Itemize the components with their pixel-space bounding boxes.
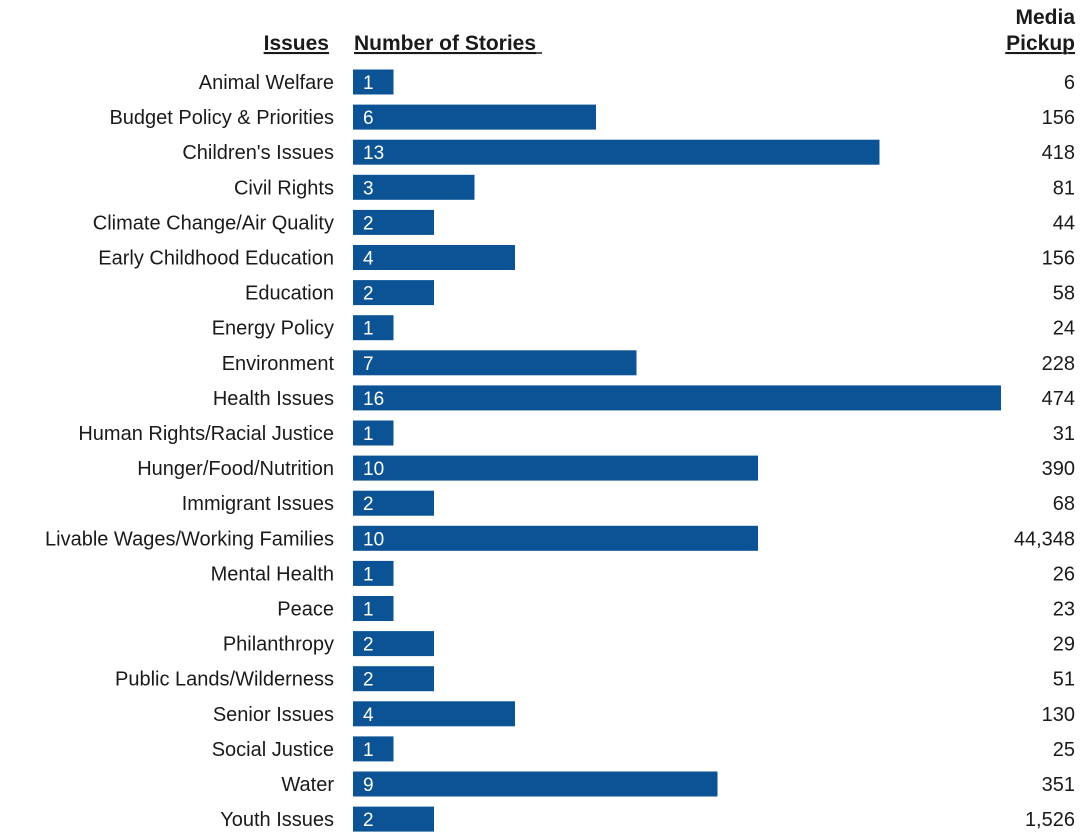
category-label: Youth Issues: [220, 809, 334, 831]
bar-value-label: 2: [363, 213, 374, 234]
category-label: Mental Health: [211, 563, 334, 585]
bar: [353, 490, 434, 516]
bar: [353, 420, 394, 446]
bar-value-label: 1: [363, 319, 374, 340]
category-label: Energy Policy: [212, 318, 334, 340]
media-pickup-value: 474: [1042, 388, 1075, 410]
bar: [353, 350, 637, 376]
bar-value-label: 2: [363, 284, 374, 305]
bar-value-label: 2: [363, 670, 374, 691]
media-pickup-value: 58: [1053, 283, 1075, 305]
category-label: Social Justice: [212, 739, 334, 761]
bar-value-label: 10: [363, 529, 384, 550]
category-label: Environment: [222, 353, 335, 375]
media-pickup-value: 156: [1042, 248, 1075, 270]
pickup-header-line2: Pickup: [1006, 32, 1075, 55]
category-label: Climate Change/Air Quality: [93, 212, 334, 234]
media-pickup-value: 29: [1053, 634, 1075, 656]
category-label: Children's Issues: [182, 142, 334, 164]
bar: [353, 280, 434, 306]
category-label: Livable Wages/Working Families: [45, 528, 334, 550]
bar-value-label: 4: [363, 705, 374, 726]
bar-value-label: 2: [363, 635, 374, 656]
bar: [353, 560, 394, 586]
bar: [353, 525, 758, 551]
media-pickup-value: 44: [1053, 212, 1075, 234]
media-pickup-value: 130: [1042, 704, 1075, 726]
bar-value-label: 6: [363, 108, 374, 129]
bar: [353, 771, 718, 797]
bar: [353, 104, 596, 130]
bar: [353, 139, 880, 165]
category-label: Public Lands/Wilderness: [115, 669, 334, 691]
stories-header: Number of Stories: [354, 32, 536, 55]
media-pickup-value: 1,526: [1025, 809, 1075, 831]
category-label: Hunger/Food/Nutrition: [137, 458, 334, 480]
pickup-header-line1: Media: [1015, 6, 1075, 29]
category-label: Early Childhood Education: [98, 248, 334, 270]
bar: [353, 596, 394, 621]
media-pickup-value: 31: [1053, 423, 1075, 445]
media-pickup-value: 351: [1042, 774, 1075, 796]
bar: [353, 385, 1001, 411]
category-label: Immigrant Issues: [182, 493, 334, 515]
media-pickup-value: 390: [1042, 458, 1075, 480]
category-label: Water: [281, 774, 334, 796]
media-pickup-value: 156: [1042, 107, 1075, 129]
media-pickup-value: 24: [1053, 318, 1075, 340]
category-label: Senior Issues: [213, 704, 334, 726]
bar: [353, 245, 515, 270]
bar-value-label: 10: [363, 459, 384, 480]
media-pickup-value: 25: [1053, 739, 1075, 761]
bar: [353, 631, 434, 657]
bar-value-label: 2: [363, 494, 374, 515]
bar-value-label: 4: [363, 249, 374, 270]
bar: [353, 701, 515, 727]
media-pickup-value: 418: [1042, 142, 1075, 164]
bar-value-label: 1: [363, 740, 374, 761]
category-label: Health Issues: [213, 388, 334, 410]
bar: [353, 315, 394, 341]
bar: [353, 209, 434, 235]
bar: [353, 806, 434, 832]
bar: [353, 69, 394, 95]
bar: [353, 455, 758, 481]
media-pickup-value: 68: [1053, 493, 1075, 515]
bar-value-label: 1: [363, 564, 374, 585]
media-pickup-value: 228: [1042, 353, 1075, 375]
bar: [353, 666, 434, 692]
media-pickup-value: 51: [1053, 669, 1075, 691]
bar-value-label: 1: [363, 424, 374, 445]
bar-value-label: 13: [363, 143, 384, 164]
bar-value-label: 9: [363, 775, 374, 796]
category-label: Philanthropy: [223, 634, 334, 656]
media-pickup-value: 81: [1053, 177, 1075, 199]
bar-value-label: 3: [363, 178, 374, 199]
bar-value-label: 7: [363, 354, 374, 375]
media-pickup-value: 44,348: [1014, 528, 1075, 550]
bar-value-label: 2: [363, 810, 374, 831]
category-label: Animal Welfare: [199, 72, 334, 94]
category-label: Civil Rights: [234, 177, 334, 199]
category-label: Human Rights/Racial Justice: [78, 423, 334, 445]
category-label: Peace: [277, 599, 334, 621]
category-label: Education: [245, 283, 334, 305]
category-label: Budget Policy & Priorities: [109, 107, 334, 129]
bar-value-label: 1: [363, 73, 374, 94]
media-pickup-value: 23: [1053, 599, 1075, 621]
issues-header: Issues: [264, 32, 329, 55]
bar: [353, 736, 394, 762]
media-pickup-value: 26: [1053, 563, 1075, 585]
bar-value-label: 16: [363, 389, 384, 410]
bar-value-label: 1: [363, 600, 374, 621]
headers: Issues Number of Stories Media Pickup: [264, 6, 1076, 55]
media-pickup-value: 6: [1064, 72, 1075, 94]
bar: [353, 174, 475, 200]
